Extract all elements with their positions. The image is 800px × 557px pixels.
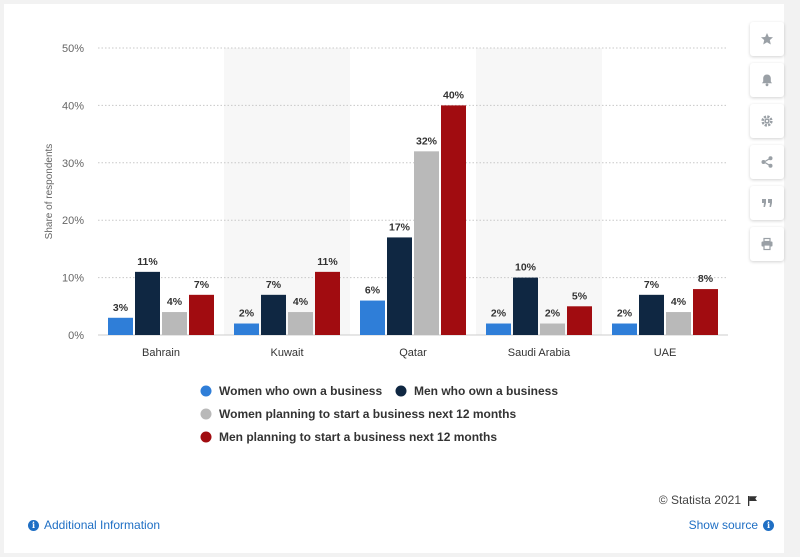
data-label: 40% xyxy=(443,89,465,101)
data-label: 2% xyxy=(239,308,255,320)
bar xyxy=(261,294,286,335)
bar xyxy=(567,306,592,335)
data-label: 7% xyxy=(266,279,282,291)
bar xyxy=(486,323,511,335)
bar xyxy=(414,151,439,335)
data-label: 4% xyxy=(167,296,183,308)
bar xyxy=(135,271,160,335)
bar xyxy=(612,323,637,335)
print-button[interactable] xyxy=(750,227,784,261)
star-icon xyxy=(761,33,773,45)
favorite-button[interactable] xyxy=(750,22,784,56)
data-label: 2% xyxy=(617,308,633,320)
chart-card: 0% 10% 20% 30% 40% 50% Share of respondents 3% 1… xyxy=(4,4,784,553)
bar xyxy=(360,300,385,335)
data-label: 10% xyxy=(515,262,537,274)
share-icon xyxy=(761,156,773,168)
bar xyxy=(288,312,313,335)
legend-marker xyxy=(200,385,212,397)
bar xyxy=(189,294,214,335)
show-source-label: Show source xyxy=(688,518,758,532)
settings-button[interactable] xyxy=(750,104,784,138)
additional-information-link[interactable]: i Additional Information xyxy=(28,518,160,532)
bar xyxy=(387,237,412,335)
data-label: 11% xyxy=(317,256,338,268)
bar xyxy=(540,323,565,335)
y-tick-label: 10% xyxy=(62,273,84,285)
gear-icon xyxy=(761,115,773,127)
x-tick-label: UAE xyxy=(654,347,677,359)
data-label: 7% xyxy=(644,279,660,291)
additional-information-label: Additional Information xyxy=(44,518,161,532)
data-label: 8% xyxy=(698,273,714,285)
statista-credit[interactable]: © Statista 2021 xyxy=(659,493,758,507)
data-label: 2% xyxy=(545,308,561,320)
legend-label: Men who own a business xyxy=(414,384,558,398)
legend-marker xyxy=(200,431,212,443)
data-label: 4% xyxy=(293,296,309,308)
show-source-link[interactable]: Show source i xyxy=(689,518,774,532)
y-axis-title: Share of respondents xyxy=(44,144,55,240)
info-icon: i xyxy=(28,519,39,531)
bar xyxy=(108,317,133,335)
y-tick-label: 40% xyxy=(62,100,84,112)
legend-marker xyxy=(200,408,212,420)
x-tick-label: Saudi Arabia xyxy=(508,347,571,359)
flag-icon xyxy=(748,495,757,506)
bar xyxy=(234,323,259,335)
legend-marker xyxy=(395,385,407,397)
legend-label: Women planning to start a business next … xyxy=(219,407,516,421)
x-tick-label: Qatar xyxy=(399,347,427,359)
data-label: 5% xyxy=(572,290,588,302)
credit-text: © Statista 2021 xyxy=(658,493,741,507)
bar xyxy=(693,289,718,335)
bar xyxy=(315,271,340,335)
data-label: 3% xyxy=(113,302,129,314)
bar xyxy=(666,312,691,335)
notification-button[interactable] xyxy=(750,63,784,97)
data-label: 11% xyxy=(137,256,158,268)
bar xyxy=(441,105,466,336)
y-tick-label: 50% xyxy=(62,43,84,55)
x-tick-label: Bahrain xyxy=(142,347,180,359)
quote-icon xyxy=(762,199,772,207)
print-icon xyxy=(761,237,773,251)
legend-label: Women who own a business xyxy=(219,384,382,398)
data-label: 4% xyxy=(671,296,687,308)
y-tick-label: 0% xyxy=(68,330,84,342)
bar-chart: 0% 10% 20% 30% 40% 50% Share of respondents 3% 1… xyxy=(44,43,728,444)
data-label: 32% xyxy=(416,135,438,147)
bar xyxy=(639,294,664,335)
x-tick-label: Kuwait xyxy=(270,347,303,359)
legend-label: Men planning to start a business next 12… xyxy=(219,430,497,444)
bar xyxy=(162,312,187,335)
sidebar-toolbar xyxy=(750,22,784,268)
y-tick-label: 20% xyxy=(62,215,84,227)
data-label: 17% xyxy=(389,221,411,233)
info-icon: i xyxy=(763,519,774,531)
bell-icon xyxy=(762,74,772,87)
y-tick-label: 30% xyxy=(62,158,84,170)
data-label: 6% xyxy=(365,285,381,297)
category-band xyxy=(476,48,602,335)
data-label: 2% xyxy=(491,308,507,320)
data-label: 7% xyxy=(194,279,210,291)
share-button[interactable] xyxy=(750,145,784,179)
bar xyxy=(513,277,538,335)
cite-button[interactable] xyxy=(750,186,784,220)
